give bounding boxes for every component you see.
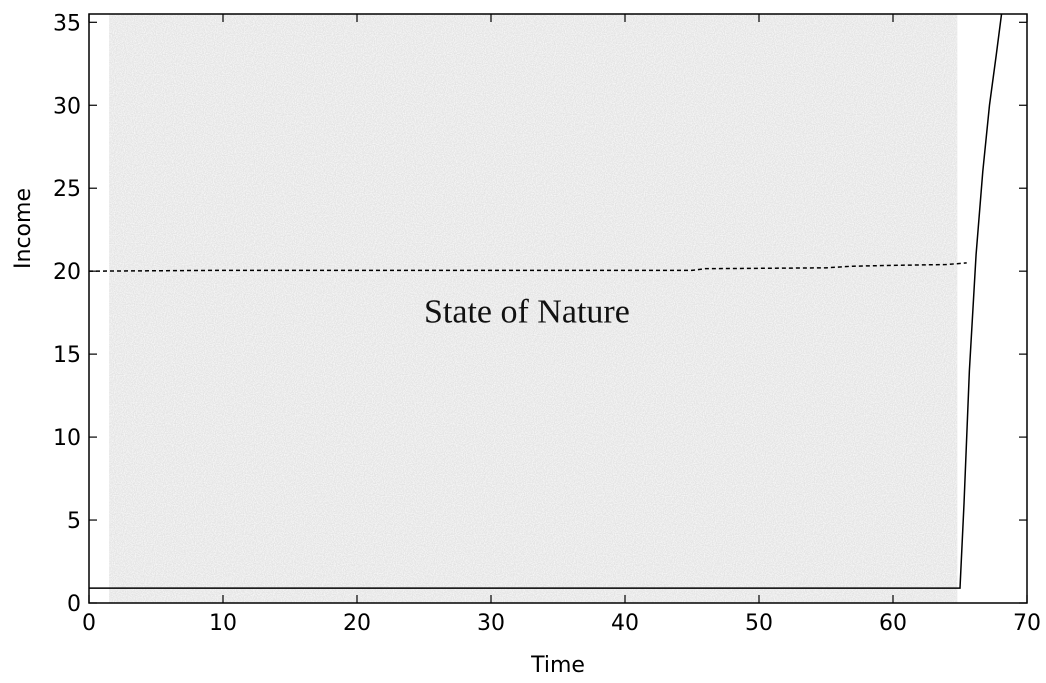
x-tick-label: 20 <box>343 611 371 636</box>
series-layer <box>88 13 1003 589</box>
state-of-nature-region <box>109 14 958 603</box>
solid-series-line <box>89 13 1003 589</box>
y-tick-label: 5 <box>67 509 81 534</box>
y-axis-label: Income <box>11 188 36 269</box>
y-tick-label: 30 <box>53 94 81 119</box>
x-tick-label: 70 <box>1013 611 1041 636</box>
plot-area <box>109 14 958 603</box>
plot-frame <box>88 13 1028 604</box>
x-tick-label: 60 <box>879 611 907 636</box>
x-tick-label: 30 <box>477 611 505 636</box>
y-tick-label: 0 <box>67 592 81 617</box>
y-tick-label: 25 <box>53 177 81 202</box>
y-tick-label: 35 <box>53 11 81 36</box>
x-tick-label: 40 <box>611 611 639 636</box>
y-tick-label: 20 <box>53 260 81 285</box>
x-tick-label: 0 <box>82 611 96 636</box>
x-tick-label: 10 <box>209 611 237 636</box>
annotation-label: State of Nature <box>424 294 630 331</box>
x-tick-label: 50 <box>745 611 773 636</box>
x-axis-label: Time <box>530 653 585 678</box>
y-axis: 0 5 10 15 20 25 30 35 <box>53 11 1027 617</box>
x-axis: 0 10 20 30 40 50 60 70 <box>82 14 1041 636</box>
dashed-series-line <box>88 262 967 272</box>
y-tick-label: 15 <box>53 343 81 368</box>
y-tick-label: 10 <box>53 426 81 451</box>
